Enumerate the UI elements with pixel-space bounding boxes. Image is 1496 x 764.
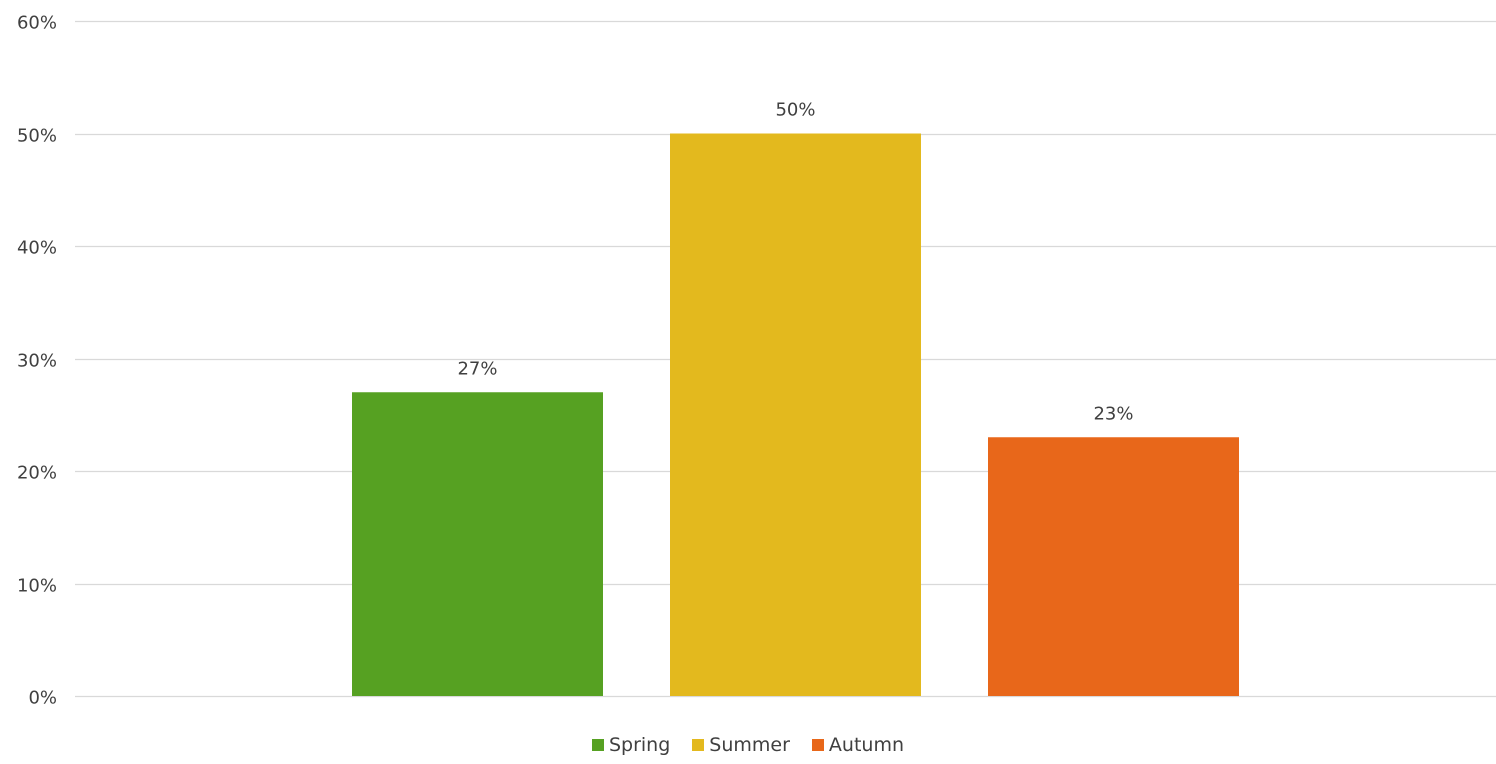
bars — [352, 133, 1239, 696]
legend-item-summer: Summer — [692, 734, 790, 756]
legend-label-summer: Summer — [709, 734, 790, 756]
y-tick-label: 10% — [17, 576, 57, 597]
data-label-summer: 50% — [775, 100, 815, 121]
legend: Spring Summer Autumn — [0, 734, 1496, 756]
bar-spring — [352, 392, 603, 696]
legend-swatch-autumn — [811, 739, 824, 751]
y-tick-label: 0% — [28, 688, 57, 709]
data-label-autumn: 23% — [1093, 403, 1133, 424]
legend-swatch-summer — [692, 739, 705, 751]
legend-label-autumn: Autumn — [828, 734, 905, 756]
y-tick-label: 60% — [17, 13, 57, 34]
legend-item-autumn: Autumn — [811, 734, 905, 756]
y-tick-label: 20% — [17, 463, 57, 484]
legend-label-spring: Spring — [608, 734, 671, 756]
bar-autumn — [988, 437, 1239, 696]
data-labels: 27% 50% 23% — [457, 100, 1133, 425]
y-axis-tick-labels: 0% 10% 20% 30% 40% 50% 60% — [17, 13, 57, 709]
y-tick-label: 40% — [17, 238, 57, 259]
y-tick-label: 50% — [17, 126, 57, 147]
data-label-spring: 27% — [457, 358, 497, 379]
legend-item-spring: Spring — [591, 734, 671, 756]
bar-summer — [670, 133, 921, 696]
legend-swatch-spring — [591, 739, 604, 751]
y-tick-label: 30% — [17, 351, 57, 372]
